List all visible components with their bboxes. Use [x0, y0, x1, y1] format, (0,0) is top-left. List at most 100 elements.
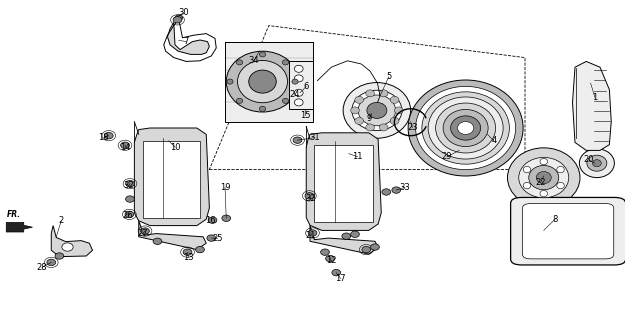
Ellipse shape [408, 80, 523, 176]
Ellipse shape [249, 70, 276, 93]
Ellipse shape [294, 75, 303, 82]
Ellipse shape [208, 217, 217, 223]
Polygon shape [6, 222, 32, 232]
Text: 6: 6 [304, 82, 309, 91]
Ellipse shape [125, 211, 134, 218]
Ellipse shape [557, 182, 564, 189]
Ellipse shape [293, 137, 302, 143]
Ellipse shape [519, 157, 569, 198]
Ellipse shape [236, 98, 242, 103]
Ellipse shape [382, 189, 391, 195]
Text: 5: 5 [386, 72, 391, 81]
Text: FR.: FR. [7, 210, 21, 219]
Text: 22: 22 [536, 178, 546, 187]
Ellipse shape [259, 106, 266, 111]
Ellipse shape [226, 51, 299, 112]
Text: 18: 18 [99, 133, 109, 142]
Ellipse shape [366, 90, 374, 97]
Text: 32: 32 [306, 194, 316, 203]
Ellipse shape [557, 166, 564, 173]
Ellipse shape [292, 79, 298, 84]
Text: 9: 9 [366, 114, 371, 123]
Ellipse shape [259, 52, 266, 57]
Ellipse shape [294, 89, 303, 96]
Ellipse shape [183, 249, 192, 255]
Ellipse shape [62, 243, 73, 251]
Ellipse shape [443, 109, 488, 147]
Ellipse shape [222, 215, 231, 221]
Text: 7: 7 [184, 37, 189, 46]
Text: 32: 32 [124, 181, 134, 190]
Ellipse shape [579, 149, 614, 178]
Ellipse shape [352, 90, 402, 131]
Ellipse shape [153, 238, 162, 244]
Text: 14: 14 [120, 143, 130, 152]
FancyBboxPatch shape [522, 204, 614, 259]
Text: 4: 4 [491, 136, 496, 145]
Text: 13: 13 [184, 253, 194, 262]
Text: 27: 27 [138, 229, 148, 238]
Ellipse shape [436, 103, 496, 153]
Ellipse shape [104, 132, 113, 139]
Ellipse shape [523, 166, 531, 173]
Text: 29: 29 [442, 152, 452, 161]
Polygon shape [310, 225, 378, 254]
Ellipse shape [390, 117, 399, 124]
Polygon shape [314, 145, 372, 222]
Ellipse shape [236, 60, 242, 65]
Text: 8: 8 [552, 215, 558, 224]
Ellipse shape [332, 269, 341, 276]
Text: 2: 2 [59, 216, 64, 225]
Text: 17: 17 [335, 274, 346, 283]
Ellipse shape [55, 253, 64, 259]
Ellipse shape [428, 97, 503, 159]
Ellipse shape [458, 122, 474, 134]
Polygon shape [289, 61, 312, 109]
Ellipse shape [366, 124, 374, 131]
Text: 25: 25 [213, 234, 222, 243]
Polygon shape [51, 226, 92, 257]
Ellipse shape [536, 172, 551, 184]
Ellipse shape [422, 92, 509, 164]
Ellipse shape [282, 60, 289, 65]
Ellipse shape [175, 15, 182, 21]
Ellipse shape [238, 60, 288, 103]
Ellipse shape [196, 246, 204, 253]
Ellipse shape [227, 79, 233, 84]
Ellipse shape [173, 17, 182, 23]
Polygon shape [134, 128, 209, 226]
Ellipse shape [321, 249, 329, 255]
Text: 26: 26 [122, 212, 134, 220]
Ellipse shape [529, 165, 559, 190]
Ellipse shape [523, 182, 531, 189]
Ellipse shape [392, 187, 401, 193]
Text: 33: 33 [399, 183, 411, 192]
Text: 15: 15 [300, 111, 310, 120]
Ellipse shape [351, 107, 359, 114]
Text: 12: 12 [326, 256, 336, 265]
Text: 34: 34 [249, 56, 259, 65]
Text: 21: 21 [306, 231, 316, 240]
Text: 10: 10 [170, 143, 180, 152]
FancyBboxPatch shape [511, 197, 625, 265]
Ellipse shape [451, 116, 481, 140]
Ellipse shape [126, 196, 134, 202]
Ellipse shape [587, 155, 607, 171]
Text: 23: 23 [408, 124, 418, 132]
Ellipse shape [121, 142, 129, 148]
Ellipse shape [355, 96, 364, 103]
Ellipse shape [355, 117, 364, 124]
Text: 20: 20 [584, 156, 594, 164]
Ellipse shape [126, 180, 134, 187]
Ellipse shape [358, 95, 396, 126]
Text: 31: 31 [310, 133, 321, 142]
Ellipse shape [342, 233, 351, 239]
Ellipse shape [540, 190, 548, 197]
Ellipse shape [343, 83, 411, 138]
Ellipse shape [371, 244, 379, 250]
Ellipse shape [351, 231, 359, 237]
Polygon shape [572, 61, 611, 150]
Ellipse shape [47, 259, 56, 266]
Ellipse shape [390, 96, 399, 103]
Polygon shape [306, 133, 381, 230]
